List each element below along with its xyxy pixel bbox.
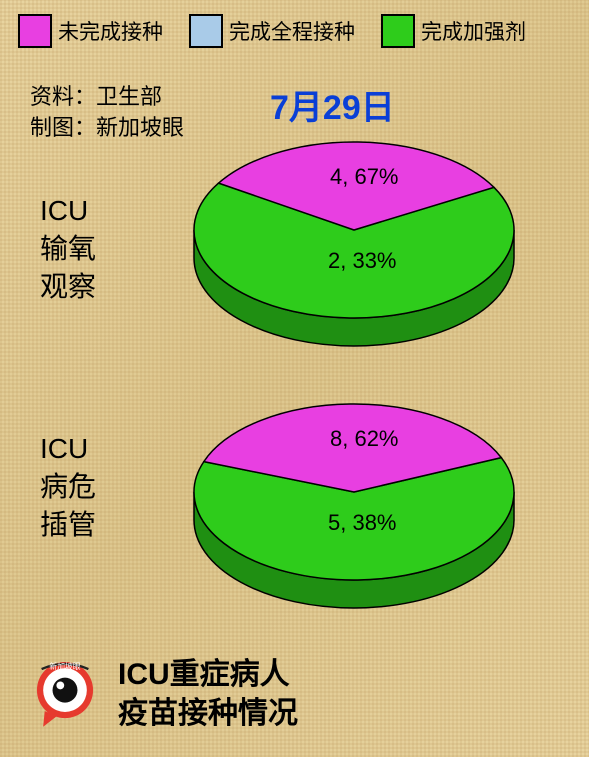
chart-label-line: 病危 (40, 468, 96, 506)
footer-title-line: ICU重症病人 (118, 655, 298, 694)
meta-chart-by: 制图：新加坡眼 (30, 113, 184, 144)
meta-block: 资料：卫生部 制图：新加坡眼 (30, 82, 184, 144)
chart-label-line: 输氧 (40, 230, 96, 268)
chart-label-line: ICU (40, 192, 96, 230)
legend-swatch (189, 14, 223, 48)
date-heading: 7月29日 (270, 80, 395, 129)
legend-swatch (18, 14, 52, 48)
footer: 新加坡眼 ICU重症病人 疫苗接种情况 (26, 655, 298, 733)
legend-item-unvaccinated: 未完成接种 (18, 14, 163, 48)
pie-slice-label: 2, 33% (328, 248, 397, 274)
meta-source-value: 卫生部 (96, 84, 162, 109)
meta-chart-by-label: 制图： (30, 115, 96, 140)
legend-item-full: 完成全程接种 (189, 14, 355, 48)
pie-slice-label: 5, 38% (328, 510, 397, 536)
legend-label: 未完成接种 (58, 16, 163, 46)
pie-chart-oxygen: 4, 67% 2, 33% (190, 138, 518, 355)
pie-slice-label: 4, 67% (330, 164, 399, 190)
chart-label-line: 观察 (40, 268, 96, 306)
legend-item-booster: 完成加强剂 (381, 14, 526, 48)
footer-title-line: 疫苗接种情况 (118, 694, 298, 733)
chart-label-intubation: ICU 病危 插管 (40, 430, 96, 543)
meta-source: 资料：卫生部 (30, 82, 184, 113)
meta-source-label: 资料： (30, 84, 96, 109)
pie-slice-label: 8, 62% (330, 426, 399, 452)
pie-chart-intubation: 8, 62% 5, 38% (190, 400, 518, 617)
legend-swatch (381, 14, 415, 48)
infographic-root: 未完成接种 完成全程接种 完成加强剂 资料：卫生部 制图：新加坡眼 7月29日 … (0, 0, 589, 757)
chart-label-line: ICU (40, 430, 96, 468)
legend-label: 完成全程接种 (229, 16, 355, 46)
chart-label-oxygen: ICU 输氧 观察 (40, 192, 96, 305)
svg-text:新加坡眼: 新加坡眼 (49, 661, 80, 671)
chart-label-line: 插管 (40, 506, 96, 544)
meta-chart-by-value: 新加坡眼 (96, 115, 184, 140)
footer-title: ICU重症病人 疫苗接种情况 (118, 655, 298, 733)
legend: 未完成接种 完成全程接种 完成加强剂 (18, 14, 526, 48)
logo-icon: 新加坡眼 (26, 655, 104, 733)
legend-label: 完成加强剂 (421, 16, 526, 46)
